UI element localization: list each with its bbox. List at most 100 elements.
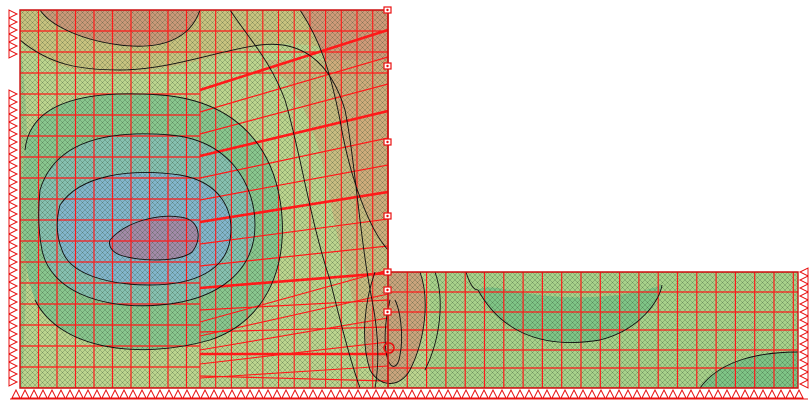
fixed-support-triangle-icon xyxy=(146,388,156,399)
fixed-support-triangle-icon xyxy=(317,388,327,399)
fixed-support-triangle-icon xyxy=(614,388,624,399)
fixed-support-triangle-icon xyxy=(659,388,669,399)
node-markers xyxy=(383,6,395,354)
fixed-support-triangle-icon xyxy=(8,257,19,267)
fixed-support-triangle-icon xyxy=(794,388,804,399)
fixed-support-triangle-icon xyxy=(461,388,471,399)
fixed-support-triangle-icon xyxy=(731,388,741,399)
fixed-support-triangle-icon xyxy=(8,305,19,315)
fixed-support-triangle-icon xyxy=(434,388,444,399)
fixed-support-triangle-icon xyxy=(587,388,597,399)
node-marker-dot xyxy=(386,288,389,292)
fixed-support-triangle-icon xyxy=(686,388,696,399)
mesh-line-inclined xyxy=(199,28,389,92)
mesh-line-inclined xyxy=(199,341,389,365)
contour-line xyxy=(699,351,798,388)
fixed-support-triangle-icon xyxy=(596,388,606,399)
fixed-support-triangle-icon xyxy=(8,17,19,27)
fixed-support-triangle-icon xyxy=(798,371,809,381)
fixed-support-triangle-icon xyxy=(8,49,19,59)
fixed-support-triangle-icon xyxy=(8,41,19,51)
fixed-support-triangle-icon xyxy=(8,185,19,195)
fixed-support-triangle-icon xyxy=(92,388,102,399)
fixed-support-triangle-icon xyxy=(209,388,219,399)
node-marker-dot xyxy=(386,310,389,314)
fixed-support-triangle-icon xyxy=(8,33,19,43)
fixed-support-triangle-icon xyxy=(798,307,809,317)
fixed-support-triangle-icon xyxy=(245,388,255,399)
fixed-support-triangle-icon xyxy=(182,388,192,399)
mesh-line-inclined xyxy=(199,375,389,382)
fixed-support-triangle-icon xyxy=(623,388,633,399)
fixed-support-triangle-icon xyxy=(479,388,489,399)
fixed-support-triangle-icon xyxy=(8,177,19,187)
fixed-support-triangle-icon xyxy=(488,388,498,399)
fixed-support-triangle-icon xyxy=(389,388,399,399)
fixed-support-triangle-icon xyxy=(470,388,480,399)
fixed-support-triangle-icon xyxy=(695,388,705,399)
fixed-support-triangle-icon xyxy=(524,388,534,399)
fixed-support-triangle-icon xyxy=(128,388,138,399)
fixed-support-triangle-icon xyxy=(8,89,19,99)
fixed-support-triangle-icon xyxy=(798,267,809,277)
fixed-support-triangle-icon xyxy=(767,388,777,399)
contour-line xyxy=(38,133,256,307)
fixed-support-triangle-icon xyxy=(776,388,786,399)
mesh-line-inclined xyxy=(199,326,389,333)
contour-line xyxy=(109,215,199,261)
fixed-support-triangle-icon xyxy=(798,379,809,389)
fixed-support-triangle-icon xyxy=(8,9,19,19)
mesh-line-inclined xyxy=(199,137,389,179)
fixed-support-triangle-icon xyxy=(713,388,723,399)
fixed-support-triangle-icon xyxy=(798,355,809,365)
fixed-support-triangle-icon xyxy=(632,388,642,399)
fixed-support-triangle-icon xyxy=(668,388,678,399)
fixed-support-triangle-icon xyxy=(8,209,19,219)
mesh-line-inclined xyxy=(199,164,389,201)
fixed-support-triangle-icon xyxy=(798,363,809,373)
fixed-support-triangle-icon xyxy=(344,388,354,399)
fixed-support-triangle-icon xyxy=(798,299,809,309)
fixed-support-triangle-icon xyxy=(443,388,453,399)
fixed-support-triangle-icon xyxy=(47,388,57,399)
fixed-support-triangle-icon xyxy=(650,388,660,399)
fixed-support-triangle-icon xyxy=(8,273,19,283)
fixed-support-triangle-icon xyxy=(8,97,19,107)
node-marker-dot xyxy=(386,270,389,274)
fixed-support-triangle-icon xyxy=(254,388,264,399)
fixed-support-triangle-icon xyxy=(8,161,19,171)
fixed-support-triangle-icon xyxy=(798,323,809,333)
fixed-support-triangle-icon xyxy=(798,347,809,357)
fixed-support-triangle-icon xyxy=(641,388,651,399)
boundary-supports xyxy=(8,9,809,400)
contour-line xyxy=(39,10,201,47)
fixed-support-triangle-icon xyxy=(65,388,75,399)
fixed-support-triangle-icon xyxy=(8,193,19,203)
fixed-support-triangle-icon xyxy=(155,388,165,399)
fixed-support-triangle-icon xyxy=(416,388,426,399)
fixed-support-triangle-icon xyxy=(83,388,93,399)
fixed-support-triangle-icon xyxy=(785,388,795,399)
fixed-support-triangle-icon xyxy=(8,369,19,379)
fixed-support-triangle-icon xyxy=(308,388,318,399)
contour-line xyxy=(384,299,403,367)
fixed-support-triangle-icon xyxy=(353,388,363,399)
mesh-line-inclined xyxy=(199,299,389,311)
mesh-line-inclined xyxy=(199,271,389,290)
hatch-overlay xyxy=(20,10,798,388)
fixed-support-triangle-icon xyxy=(798,339,809,349)
mesh-line-inclined xyxy=(199,245,389,267)
notch-node-icon xyxy=(383,342,395,354)
fixed-support-triangle-icon xyxy=(8,137,19,147)
fixed-support-triangle-icon xyxy=(740,388,750,399)
fixed-support-triangle-icon xyxy=(236,388,246,399)
contour-line xyxy=(364,271,426,384)
fixed-support-triangle-icon xyxy=(425,388,435,399)
fixed-support-triangle-icon xyxy=(371,388,381,399)
fixed-support-triangle-icon xyxy=(8,225,19,235)
fixed-support-triangle-icon xyxy=(8,169,19,179)
fixed-support-triangle-icon xyxy=(74,388,84,399)
fixed-support-triangle-icon xyxy=(8,377,19,387)
